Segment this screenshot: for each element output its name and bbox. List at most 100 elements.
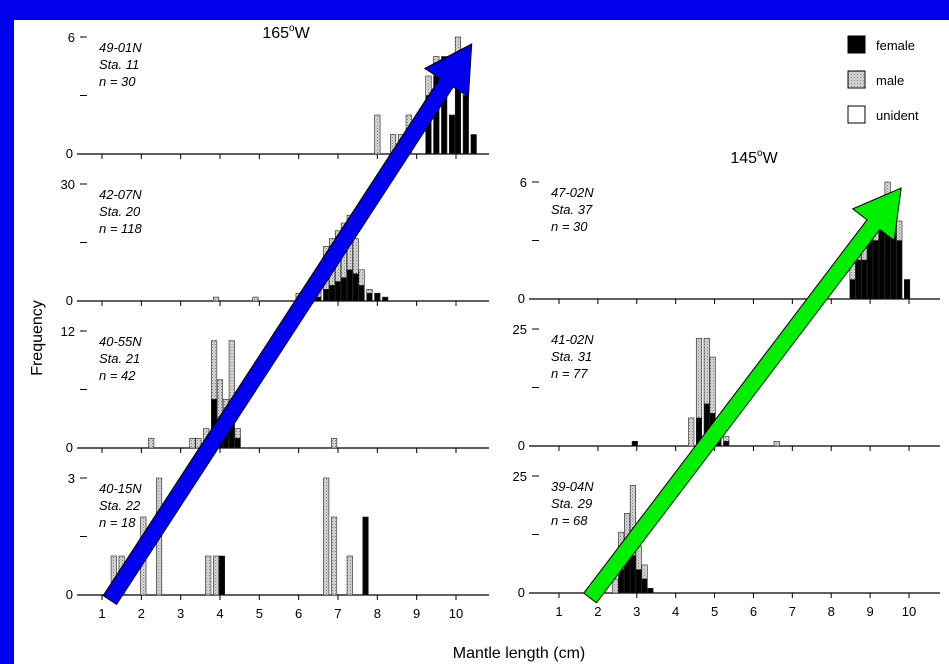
y-tick-label-zero: 0 bbox=[518, 585, 525, 600]
bar-female bbox=[352, 273, 359, 302]
x-axis-title: Mantle length (cm) bbox=[453, 645, 586, 662]
y-tick-label-max: 12 bbox=[61, 324, 75, 339]
x-tick-label: 1 bbox=[98, 606, 105, 621]
bar-female bbox=[896, 240, 903, 300]
panel-0-3: 0 3 40-15N Sta. 22 n = 18 bbox=[66, 471, 489, 602]
y-tick-label-max: 25 bbox=[513, 322, 527, 337]
y-tick-label-zero: 0 bbox=[66, 293, 73, 308]
bar-male bbox=[688, 417, 695, 447]
bar-female bbox=[855, 259, 862, 300]
y-tick-label-max: 6 bbox=[68, 30, 75, 45]
panel-station: Sta. 21 bbox=[99, 351, 140, 366]
bar-male bbox=[252, 296, 259, 302]
x-tick-label: 5 bbox=[256, 606, 263, 621]
bar-male bbox=[352, 238, 359, 275]
bar-female bbox=[334, 281, 342, 302]
x-tick-label: 1 bbox=[555, 604, 562, 619]
panel-station: Sta. 37 bbox=[551, 202, 593, 217]
bar-male bbox=[358, 269, 365, 286]
bar-female bbox=[629, 555, 636, 594]
legend-swatch-male bbox=[847, 70, 866, 89]
bar-male bbox=[189, 437, 196, 449]
bar-female bbox=[647, 588, 654, 594]
bar-male bbox=[331, 437, 338, 449]
legend-label-male: male bbox=[876, 73, 904, 88]
bar-female bbox=[366, 292, 373, 302]
x-tick-label: 3 bbox=[177, 606, 184, 621]
panel-sample-size: n = 68 bbox=[551, 513, 588, 528]
bar-male bbox=[773, 441, 780, 447]
bar-female bbox=[723, 441, 730, 447]
bar-female bbox=[374, 292, 381, 302]
legend-swatch-unident bbox=[847, 105, 866, 124]
bar-male bbox=[641, 564, 648, 580]
bar-female bbox=[462, 95, 469, 155]
bar-female bbox=[346, 269, 353, 302]
panel-sample-size: n = 118 bbox=[99, 221, 143, 236]
bar-male bbox=[723, 436, 730, 442]
panel-station: Sta. 29 bbox=[551, 496, 592, 511]
panel-latitude: 40-55N bbox=[99, 334, 142, 349]
panel-latitude: 49-01N bbox=[99, 40, 142, 55]
panel-station: Sta. 11 bbox=[99, 57, 139, 72]
bar-male bbox=[195, 437, 202, 449]
x-tick-label: 9 bbox=[866, 604, 873, 619]
y-tick-label-max: 3 bbox=[68, 471, 75, 486]
column-title-left: 165oW bbox=[262, 23, 310, 42]
figure: 165oW 145oW Frequency Mantle length (cm)… bbox=[14, 20, 949, 664]
x-tick-label: 10 bbox=[449, 606, 463, 621]
x-tick-label: 6 bbox=[295, 606, 302, 621]
bar-female bbox=[234, 437, 241, 449]
panel-1-1: 0 25 41-02N Sta. 31 n = 77 bbox=[513, 322, 940, 453]
y-tick-label-max: 25 bbox=[513, 469, 527, 484]
panel-station: Sta. 31 bbox=[551, 349, 592, 364]
panel-1-0: 0 6 47-02N Sta. 37 n = 30 bbox=[518, 175, 940, 306]
bar-female bbox=[861, 259, 868, 300]
bar-male bbox=[331, 516, 338, 596]
bar-male bbox=[211, 340, 218, 400]
bar-female bbox=[849, 279, 856, 300]
bar-male bbox=[213, 555, 220, 596]
y-tick-label-zero: 0 bbox=[518, 438, 525, 453]
legend-label-female: female bbox=[876, 38, 915, 53]
trend-arrows bbox=[102, 43, 902, 606]
bar-male bbox=[234, 428, 241, 439]
panel-latitude: 47-02N bbox=[551, 185, 594, 200]
bar-female bbox=[329, 285, 336, 302]
bar-male bbox=[695, 338, 703, 419]
bar-male bbox=[346, 555, 353, 596]
bar-male bbox=[612, 578, 619, 594]
y-tick-label-zero: 0 bbox=[66, 440, 73, 455]
bar-male bbox=[205, 555, 212, 596]
panel-sample-size: n = 30 bbox=[99, 74, 136, 89]
panel-0-0: 0 6 49-01N Sta. 11 n = 30 bbox=[66, 30, 489, 161]
legend: female male unident bbox=[847, 35, 919, 124]
bar-male bbox=[213, 296, 220, 302]
y-axis-title: Frequency bbox=[29, 300, 46, 376]
x-tick-label: 6 bbox=[750, 604, 757, 619]
bar-female bbox=[904, 279, 911, 300]
column-title-right: 145oW bbox=[730, 148, 778, 167]
x-tick-label: 8 bbox=[828, 604, 835, 619]
bar-female bbox=[470, 134, 477, 155]
legend-swatch-female bbox=[847, 35, 866, 54]
bar-female bbox=[218, 555, 226, 596]
bar-male bbox=[703, 338, 710, 405]
x-tick-label: 4 bbox=[672, 604, 679, 619]
x-tick-label: 2 bbox=[138, 606, 145, 621]
x-tick-label: 7 bbox=[334, 606, 341, 621]
bar-female bbox=[382, 296, 389, 302]
x-tick-label: 8 bbox=[374, 606, 381, 621]
x-tick-label: 3 bbox=[633, 604, 640, 619]
y-tick-label-zero: 0 bbox=[66, 146, 73, 161]
y-tick-label-max: 6 bbox=[520, 175, 527, 190]
panel-sample-size: n = 42 bbox=[99, 368, 136, 383]
bar-female bbox=[449, 114, 456, 155]
x-tick-label: 7 bbox=[789, 604, 796, 619]
bar-male bbox=[323, 477, 330, 596]
bar-female bbox=[635, 569, 642, 594]
panel-latitude: 40-15N bbox=[99, 481, 142, 496]
panel-sample-size: n = 77 bbox=[551, 366, 588, 381]
y-tick-label-max: 30 bbox=[61, 177, 75, 192]
panel-station: Sta. 20 bbox=[99, 204, 141, 219]
